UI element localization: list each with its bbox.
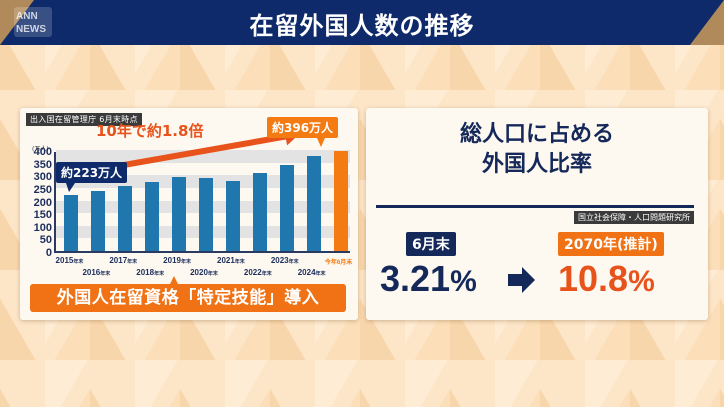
- y-tick-label: 250: [33, 183, 52, 196]
- y-tick-label: 200: [33, 196, 52, 209]
- x-tick-label: 今年6月末: [324, 260, 353, 266]
- x-tick-label: 2015年末: [55, 256, 84, 265]
- x-tick-label: 2016年末: [82, 268, 111, 277]
- bar-2024年末: [306, 155, 321, 251]
- y-tick-label: 400: [33, 146, 52, 158]
- foreign-ratio-panel: 総人口に占める 外国人比率 国立社会保障・人口問題研究所 6月末 2070年(推…: [366, 108, 708, 320]
- bar-2018年末: [145, 182, 160, 251]
- bar-2019年末: [172, 177, 187, 251]
- current-period-tag: 6月末: [406, 232, 456, 256]
- y-axis: 0 50 100 150 200 250 300 350 400: [22, 146, 52, 259]
- start-value-callout: 約223万人: [56, 162, 128, 192]
- ratio-title: 総人口に占める 外国人比率: [366, 120, 708, 180]
- news-logo: ANN NEWS: [14, 7, 52, 37]
- bar-plot-area: [54, 150, 350, 253]
- header-corner-decoration: [690, 0, 724, 45]
- grid-band: [56, 150, 350, 163]
- bar-2015年末: [64, 194, 79, 251]
- x-tick-label: 2022年末: [243, 268, 272, 277]
- x-tick-label: 2017年末: [109, 256, 138, 265]
- current-ratio-value: 3.21%: [380, 258, 477, 300]
- header-corner-decoration: [0, 0, 34, 45]
- bar-2022年末: [252, 173, 267, 251]
- bar-2020年末: [199, 178, 213, 251]
- ratio-title-line-2: 外国人比率: [481, 152, 592, 177]
- x-tick-label: 2024年末: [297, 268, 326, 277]
- bar-2016年末: [91, 190, 106, 251]
- y-tick-label: 150: [33, 209, 52, 222]
- x-tick-label: 2020年末: [190, 268, 218, 277]
- x-tick-label: 2021年末: [217, 256, 245, 265]
- population-chart-panel: 出入国在留管理庁 6月末時点 (万人) 0 50 100 150 200 250 300 35…: [20, 108, 358, 320]
- growth-annotation: 10年で約1.8倍: [96, 122, 204, 140]
- y-tick-label: 300: [33, 171, 52, 184]
- title-divider: [376, 205, 694, 208]
- bar-2023年末: [279, 164, 294, 251]
- percent-sign: %: [450, 265, 477, 298]
- x-tick-label: 2018年末: [136, 268, 165, 277]
- y-tick-label: 0: [45, 247, 52, 259]
- ratio-source-label: 国立社会保障・人口問題研究所: [574, 211, 694, 224]
- header-bar: ANN NEWS 在留外国人数の推移: [0, 0, 724, 45]
- projection-period-tag: 2070年(推計): [558, 232, 664, 256]
- x-tick-label: 2019年末: [163, 256, 191, 265]
- current-ratio-number: 3.21: [380, 258, 451, 299]
- ratio-title-line-1: 総人口に占める: [459, 122, 614, 147]
- percent-sign: %: [628, 265, 655, 298]
- bar-2017年末: [118, 186, 133, 251]
- logo-line-1: ANN: [16, 11, 38, 22]
- page-title: 在留外国人数の推移: [249, 12, 475, 40]
- chart-source-label: 出入国在留管理庁 6月末時点: [26, 113, 142, 126]
- bar-2021年末: [225, 181, 240, 251]
- end-value-callout: 約396万人: [267, 117, 339, 147]
- y-tick-label: 50: [39, 234, 52, 247]
- projected-ratio-number: 10.8: [558, 258, 629, 299]
- y-tick-label: 350: [33, 158, 52, 171]
- logo-line-2: NEWS: [16, 24, 46, 35]
- policy-banner: 外国人在留資格「特定技能」導入: [30, 276, 346, 312]
- x-tick-label: 2023年末: [270, 256, 299, 265]
- y-tick-label: 100: [33, 221, 52, 234]
- arrow-right-icon: [508, 267, 535, 293]
- y-axis-unit: (万人): [32, 146, 49, 153]
- projected-ratio-value: 10.8%: [558, 258, 655, 300]
- bar-今年6月末: [333, 151, 348, 251]
